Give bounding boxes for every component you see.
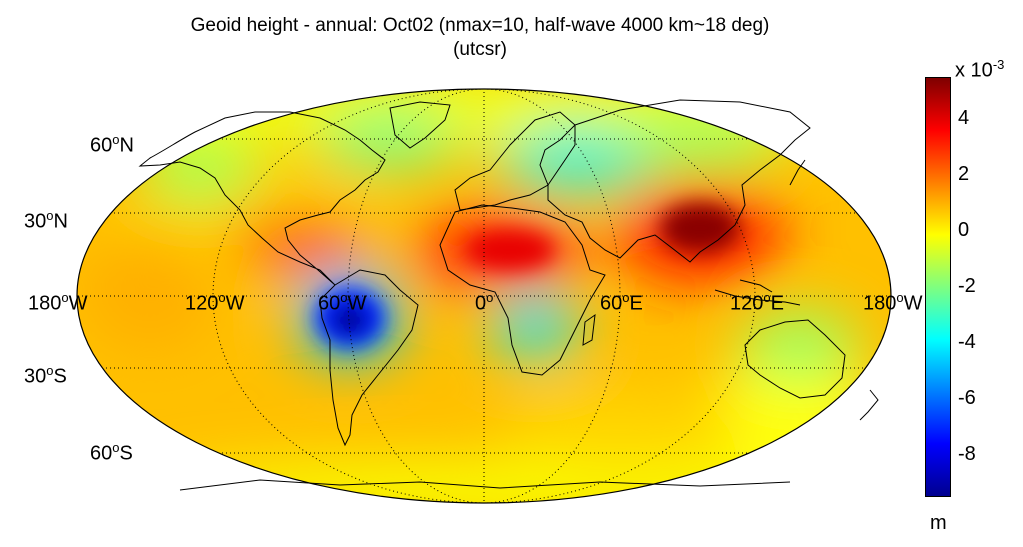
coastline-antarctica <box>179 479 791 491</box>
map-title: Geoid height - annual: Oct02 (nmax=10, h… <box>0 14 960 62</box>
title-line-1: Geoid height - annual: Oct02 (nmax=10, h… <box>190 15 770 36</box>
coastline-new-zealand <box>859 389 879 421</box>
colorbar-tick: -4 <box>958 331 976 353</box>
lon-label-120w: 120oW <box>185 290 245 315</box>
graticule <box>77 89 891 503</box>
coastline-asia <box>547 99 811 263</box>
coastlines <box>138 99 879 491</box>
lat-label-30s: 30oS <box>24 363 67 388</box>
lat-label-30n: 30oN <box>24 208 68 233</box>
lon-label-60w: 60oW <box>318 290 367 315</box>
meridian-60 <box>347 89 621 503</box>
field-cores <box>315 203 740 348</box>
coastline-australia <box>744 319 846 399</box>
colorbar-exponent: x 10-3 <box>955 57 1005 82</box>
lat-label-60s: 60oS <box>90 440 133 465</box>
lon-label-120e: 120oE <box>730 290 784 315</box>
colorbar-tick: -6 <box>958 387 976 409</box>
coastline-madagascar <box>582 313 596 346</box>
coastline-south-america <box>319 269 419 447</box>
colorbar-tick: -2 <box>958 275 976 297</box>
title-line-2: (utcsr) <box>453 39 507 60</box>
meridian-120 <box>212 89 756 503</box>
coastline-africa <box>439 204 606 376</box>
coastline-japan <box>789 159 806 186</box>
lat-label-60n: 60oN <box>90 132 134 157</box>
colorbar <box>925 77 951 497</box>
coastline-indonesia <box>714 279 801 306</box>
colorbar-tick: -8 <box>958 443 976 465</box>
lon-label-0: 0o <box>475 290 494 315</box>
coastline-north-america <box>138 111 386 286</box>
colorbar-tick: 2 <box>958 163 970 185</box>
lon-label-60e: 60oE <box>600 290 643 315</box>
colorbar-tick: 4 <box>958 107 970 129</box>
lon-label-180w-right: 180oW <box>863 290 923 315</box>
map-frame <box>76 88 892 504</box>
lon-label-180w: 180oW <box>28 290 88 315</box>
colorbar-unit: m <box>930 512 947 534</box>
colorbar-tick: 0 <box>958 219 970 241</box>
coastline-greenland <box>389 101 451 149</box>
